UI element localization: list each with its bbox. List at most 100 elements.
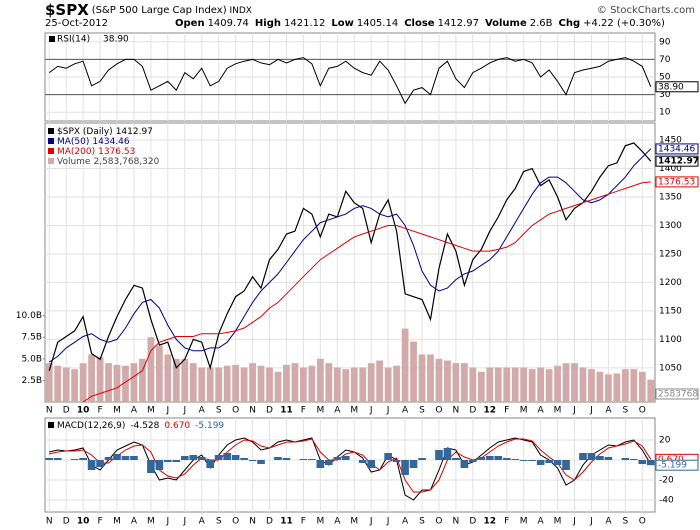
histogram-bar: [511, 459, 520, 460]
histogram-bar: [180, 456, 189, 460]
x-tick-label: O: [232, 406, 239, 416]
histogram-bar: [282, 458, 291, 460]
volume-bar: [444, 360, 451, 402]
volume-bar: [155, 345, 163, 402]
volume-bar: [486, 367, 494, 402]
last-value-box: [655, 143, 699, 155]
histogram-bar: [257, 460, 265, 464]
legend-swatch: [48, 128, 54, 134]
y-tick-label: 90: [659, 37, 671, 47]
histogram-bar: [240, 458, 248, 460]
histogram-bar: [231, 455, 240, 460]
histogram-bar: [274, 457, 282, 460]
x-tick-label: M: [316, 406, 324, 416]
volume-bar: [79, 363, 87, 402]
y-tick-label: 1450: [659, 136, 682, 146]
quote-value: +4.22 (+0.30%): [583, 18, 665, 29]
last-value-label: 2583768: [658, 390, 698, 400]
y-tick-label: 10: [659, 108, 671, 118]
last-value-box: [655, 155, 699, 167]
x-tick-label: M: [147, 517, 155, 527]
x-tick-label: 12: [484, 406, 497, 416]
x-tick-label: J: [182, 406, 186, 416]
volume-bar: [384, 367, 392, 402]
quote-value: 2.6B: [530, 18, 553, 29]
histogram-bar: [79, 458, 87, 460]
series-line: [48, 57, 652, 105]
histogram-bar: [87, 460, 96, 470]
x-tick-label: N: [453, 517, 460, 527]
quote-value: 1421.12: [284, 18, 325, 29]
quote-label: Close: [404, 18, 435, 29]
histogram-bar: [147, 460, 155, 473]
x-tick-label: D: [266, 406, 273, 416]
volume-bar: [452, 363, 460, 402]
x-tick-label: O: [232, 517, 239, 527]
histogram-bar: [562, 460, 570, 470]
quote-value: 1405.14: [357, 18, 398, 29]
volume-bar: [206, 367, 214, 402]
volume-bar: [562, 363, 570, 402]
x-tick-label: M: [520, 406, 528, 416]
histogram-bar: [70, 459, 79, 460]
y-tick-label: -20: [659, 476, 674, 486]
legend-entry: $SPX (Daily) 1412.97: [57, 127, 153, 137]
histogram-bar: [435, 450, 443, 460]
histogram-bar: [596, 456, 604, 460]
volume-bar: [418, 354, 426, 402]
quote-value: 1412.97: [438, 18, 479, 29]
exchange: INDX: [229, 6, 251, 16]
quote-label: Low: [331, 18, 353, 29]
x-tick-label: A: [131, 406, 138, 416]
histogram-bar: [308, 459, 316, 460]
x-tick-label: S: [622, 406, 628, 416]
x-tick-label: J: [572, 517, 576, 527]
volume-bar: [520, 367, 528, 402]
x-tick-label: F: [301, 406, 306, 416]
x-tick-label: J: [182, 517, 186, 527]
x-tick-label: 10: [77, 517, 90, 527]
x-tick-label: N: [46, 406, 53, 416]
x-tick-label: O: [435, 517, 442, 527]
volume-tick-label: 2.5B: [22, 376, 43, 386]
histogram-bar: [469, 460, 477, 462]
volume-bar: [291, 363, 299, 402]
histogram-bar: [104, 457, 113, 460]
x-tick-label: J: [369, 517, 373, 527]
x-tick-label: A: [538, 517, 545, 527]
panel-content: [45, 33, 655, 121]
volume-bar: [249, 363, 256, 402]
x-tick-label: A: [334, 406, 341, 416]
volume-bar: [621, 369, 629, 402]
macd-panel: [44, 417, 656, 513]
histogram-bar: [452, 458, 460, 460]
legend-entry: MA(200) 1376.53: [57, 147, 135, 157]
x-tick-label: J: [386, 517, 390, 527]
volume-bar: [54, 365, 62, 402]
x-tick-label: M: [147, 406, 155, 416]
histogram-bar: [325, 460, 333, 465]
histogram-bar: [130, 456, 138, 460]
credit: © StockCharts.com: [597, 5, 695, 16]
volume-bar: [266, 367, 273, 402]
x-tick-label: D: [63, 406, 70, 416]
legend-swatch: [48, 422, 54, 428]
histogram-bar: [333, 457, 342, 460]
x-tick-label: M: [350, 406, 358, 416]
histogram-bar: [316, 460, 325, 468]
y-tick-label: 20: [659, 436, 671, 446]
volume-tick-label: 7.5B: [22, 333, 43, 343]
x-tick-label: A: [605, 406, 612, 416]
volume-bar: [105, 363, 112, 402]
y-tick-label: 70: [659, 55, 671, 65]
x-tick-label: J: [166, 517, 170, 527]
volume-bar: [189, 363, 197, 402]
legend-name: MACD(12,26,9): [57, 421, 125, 431]
histogram-bar: [443, 448, 452, 460]
quote-line: Open 1409.74 High 1421.12 Low 1405.14 Close 141…: [175, 18, 665, 29]
x-tick-label: S: [216, 406, 222, 416]
x-tick-label: M: [350, 517, 358, 527]
volume-bar: [130, 363, 138, 402]
volume-bar: [410, 341, 417, 402]
histogram-bar: [214, 455, 223, 460]
